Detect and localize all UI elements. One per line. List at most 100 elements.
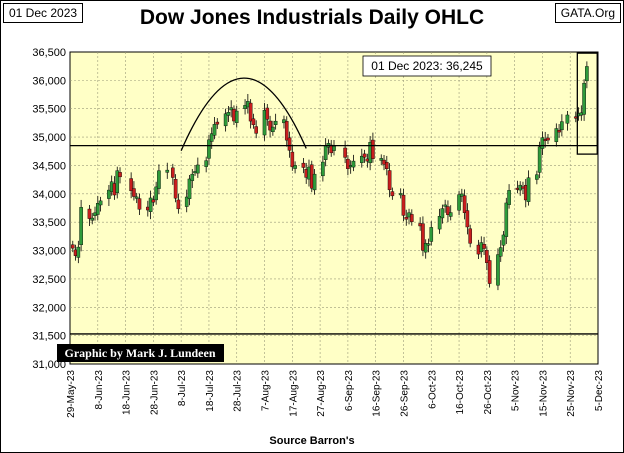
candle-body [359,155,364,163]
candle-body [107,189,111,199]
x-tick-label: 5-Nov-23 [511,370,522,412]
x-axis-label: Source Barron's [269,435,355,447]
candle-body [440,208,445,219]
candle-body [265,107,270,120]
x-tick-label: 16-Oct-23 [455,370,466,415]
candle-body [165,169,170,173]
candle-body [387,170,392,191]
candle-body [284,121,289,141]
candle-body [187,178,192,199]
candle-body [410,214,414,222]
candle-body [465,210,470,228]
x-tick-label: 17-Aug-23 [288,370,299,417]
x-tick-label: 27-Aug-23 [316,370,327,417]
candle-body [171,167,175,178]
candle-body [129,178,133,192]
candle-body [204,160,208,167]
candle-body [301,162,306,168]
candle-body [496,254,500,286]
candle-body [429,227,434,242]
candle-body [207,139,211,159]
candle-body [443,204,447,207]
candle-body [535,174,539,180]
candle-body [290,151,295,168]
candle-body [390,191,395,197]
candle-body [312,173,317,191]
y-tick-label: 34,000 [32,189,66,201]
x-tick-label: 18-Jul-23 [205,370,216,412]
candle-body [251,118,256,126]
candle-body [212,124,217,136]
candle-body [157,170,161,189]
x-tick-label: 5-Dec-23 [594,370,605,412]
candle-body [176,199,181,210]
candle-body [151,199,156,203]
candle-body [385,161,389,170]
y-tick-label: 35,000 [32,132,66,144]
y-tick-label: 31,500 [32,331,66,343]
candle-body [423,243,428,253]
candle-body [234,110,239,123]
candle-body [226,112,231,116]
candle-body [98,200,103,206]
candle-body [287,137,292,151]
y-tick-label: 35,500 [32,104,66,116]
candle-body [184,196,189,207]
candle-body [254,126,258,134]
candle-body [507,190,511,205]
candle-body [468,228,472,244]
candle-body [371,139,375,159]
candle-body [426,243,431,246]
candle-body [485,250,489,263]
chart-title: Dow Jones Industrials Daily OHLC [139,6,485,29]
candle-body [209,133,214,142]
candle-body [76,246,81,258]
candle-body [95,203,100,215]
candle-body [379,158,384,161]
candle-body [343,147,347,158]
candle-body [79,207,83,246]
candle-body [537,146,542,173]
candle-body [268,120,272,131]
candle-body [351,160,356,168]
candle-body [321,161,325,177]
callout-box [362,55,492,77]
candle-body [546,137,550,141]
candle-body [190,173,195,181]
x-tick-label: 8-Jul-23 [177,370,188,407]
x-tick-label: 26-Sep-23 [399,370,410,417]
candle-body [487,260,492,284]
candle-body [223,113,228,127]
candle-body [457,194,461,211]
candle-body [554,128,559,142]
candle-body [134,196,139,199]
candle-body [560,121,564,131]
candle-body [215,121,220,125]
candle-body [501,234,506,246]
y-tick-label: 36,000 [32,75,66,87]
date-label-box: 01 Dec 2023 [3,3,84,23]
candle-body [271,126,275,133]
candle-body [565,114,570,124]
candle-body [526,177,531,202]
x-tick-label: 6-Oct-23 [427,370,438,409]
candle-body [362,153,367,158]
candle-body [582,82,586,115]
candle-body [293,165,297,169]
candle-body [90,217,95,221]
candle-body [448,212,453,217]
candle-body [273,120,278,125]
source-label-box: GATA.Org [554,3,621,23]
candle-body [137,198,142,210]
candle-body [323,145,328,160]
y-tick-label: 36,500 [32,47,66,59]
candle-body [229,107,233,111]
credit-text: Graphic by Mark J. Lundeen [64,346,215,360]
callout-text: 01 Dec 2023: 36,245 [371,59,483,73]
top-arc-annotation [180,77,307,151]
candle-body [196,164,200,174]
x-tick-label: 8-Jun-23 [94,370,105,410]
candle-body [462,195,467,214]
credit-box [57,344,224,362]
